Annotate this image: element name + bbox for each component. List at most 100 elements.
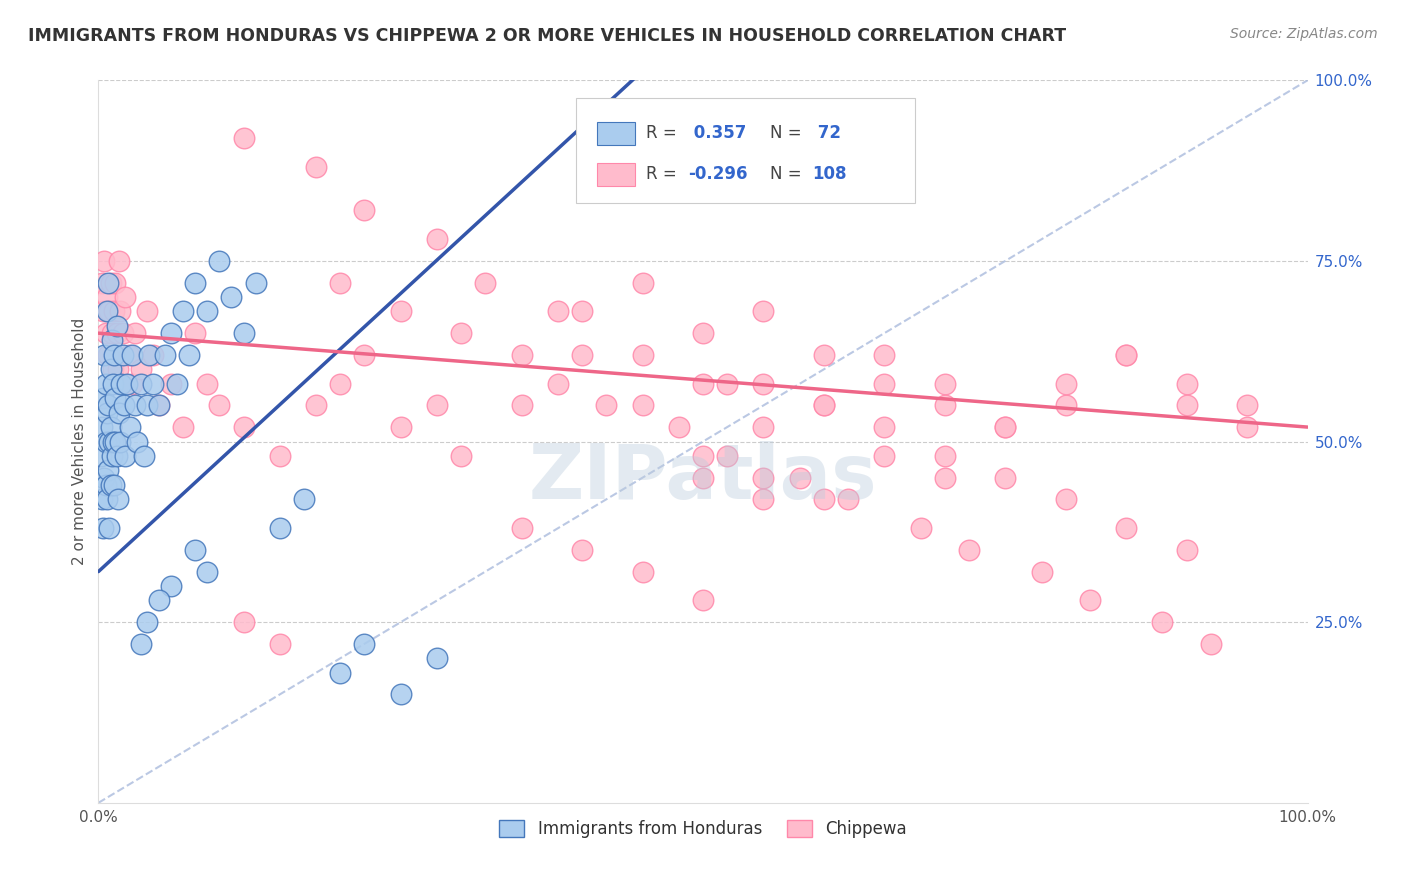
Point <box>110 376 132 391</box>
Point <box>94 434 117 449</box>
Point <box>232 420 254 434</box>
Point <box>93 253 115 268</box>
Point <box>91 521 114 535</box>
Point <box>97 463 120 477</box>
Point <box>232 326 254 340</box>
Point <box>813 398 835 412</box>
Point <box>292 492 315 507</box>
Legend: Immigrants from Honduras, Chippewa: Immigrants from Honduras, Chippewa <box>492 814 914 845</box>
Point <box>1031 565 1053 579</box>
Point <box>91 304 114 318</box>
Point <box>692 593 714 607</box>
Point <box>94 326 117 340</box>
Point <box>752 376 775 391</box>
Point <box>245 276 267 290</box>
Point <box>1152 615 1174 630</box>
Point <box>305 398 328 412</box>
Point <box>716 376 738 391</box>
Text: N =: N = <box>769 124 801 142</box>
Point <box>837 492 859 507</box>
Point <box>90 449 112 463</box>
Point <box>547 304 569 318</box>
Point <box>692 376 714 391</box>
Point <box>450 326 472 340</box>
Point <box>910 521 932 535</box>
Point <box>160 376 183 391</box>
Point <box>1175 542 1198 557</box>
Text: -0.296: -0.296 <box>689 165 748 183</box>
Point <box>595 398 617 412</box>
Text: Source: ZipAtlas.com: Source: ZipAtlas.com <box>1230 27 1378 41</box>
FancyBboxPatch shape <box>576 98 915 203</box>
Point <box>389 420 412 434</box>
Point <box>934 449 956 463</box>
Point <box>571 348 593 362</box>
Point <box>813 348 835 362</box>
Point <box>873 376 896 391</box>
Point <box>129 362 152 376</box>
Point <box>118 420 141 434</box>
Point <box>104 391 127 405</box>
Point <box>232 615 254 630</box>
Point <box>105 318 128 333</box>
Point <box>752 470 775 484</box>
Point <box>101 434 124 449</box>
Point <box>138 348 160 362</box>
Point <box>752 492 775 507</box>
Point <box>232 131 254 145</box>
Point <box>1115 521 1137 535</box>
Point <box>108 253 131 268</box>
Point <box>571 542 593 557</box>
Point <box>117 376 139 391</box>
Point <box>1236 398 1258 412</box>
Point <box>91 391 114 405</box>
Point <box>195 304 218 318</box>
Point <box>153 348 176 362</box>
Point <box>752 420 775 434</box>
Point <box>994 420 1017 434</box>
Point <box>100 362 122 376</box>
Point <box>108 434 131 449</box>
Point <box>172 420 194 434</box>
Point <box>97 398 120 412</box>
Point <box>111 348 134 362</box>
Text: 108: 108 <box>811 165 846 183</box>
Point <box>934 376 956 391</box>
Point <box>329 665 352 680</box>
Point <box>172 304 194 318</box>
Text: N =: N = <box>769 165 801 183</box>
Point <box>1175 398 1198 412</box>
Point <box>329 376 352 391</box>
Point <box>103 348 125 362</box>
Point <box>269 521 291 535</box>
Point <box>93 470 115 484</box>
Point <box>389 687 412 701</box>
Point <box>184 542 207 557</box>
Point <box>1078 593 1101 607</box>
Point <box>195 565 218 579</box>
Bar <box>596 163 636 186</box>
Point <box>148 398 170 412</box>
Point <box>353 348 375 362</box>
Point <box>129 376 152 391</box>
Point <box>547 376 569 391</box>
Point <box>98 434 121 449</box>
Point <box>269 637 291 651</box>
Point <box>91 276 114 290</box>
Y-axis label: 2 or more Vehicles in Household: 2 or more Vehicles in Household <box>72 318 87 566</box>
Point <box>114 290 136 304</box>
Point <box>107 492 129 507</box>
Point <box>510 398 533 412</box>
Point <box>510 348 533 362</box>
Point <box>100 334 122 348</box>
Point <box>96 290 118 304</box>
Point <box>957 542 980 557</box>
Point <box>100 449 122 463</box>
Point <box>221 290 243 304</box>
Point <box>118 348 141 362</box>
Point <box>752 304 775 318</box>
Point <box>96 304 118 318</box>
Point <box>692 449 714 463</box>
Point <box>305 160 328 174</box>
Point <box>100 420 122 434</box>
